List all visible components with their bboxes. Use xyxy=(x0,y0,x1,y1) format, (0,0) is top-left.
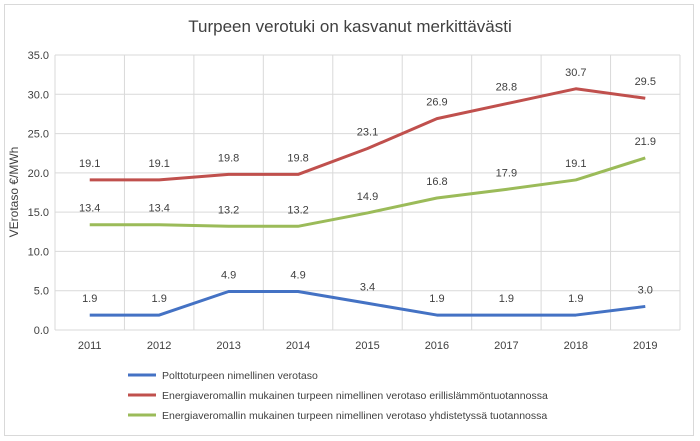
y-tick-label: 5.0 xyxy=(34,286,49,298)
data-label: 28.8 xyxy=(496,82,517,94)
x-tick-label: 2017 xyxy=(494,340,518,352)
chart-frame xyxy=(4,4,694,436)
y-tick-label: 20.0 xyxy=(28,168,49,180)
legend: Polttoturpeen nimellinen verotaso Energia… xyxy=(128,370,548,422)
data-label: 1.9 xyxy=(568,293,583,305)
x-tick-label: 2014 xyxy=(286,340,310,352)
data-label: 30.7 xyxy=(565,67,586,79)
data-label: 1.9 xyxy=(82,293,97,305)
data-label: 14.9 xyxy=(357,191,378,203)
legend-label-1: Polttoturpeen nimellinen verotaso xyxy=(162,370,318,382)
x-tick-label: 2013 xyxy=(216,340,240,352)
data-label: 13.4 xyxy=(79,203,100,215)
x-tick-label: 2011 xyxy=(78,340,102,352)
data-label: 13.4 xyxy=(148,203,169,215)
y-tick-label: 30.0 xyxy=(28,89,49,101)
data-label: 23.1 xyxy=(357,127,378,139)
y-tick-label: 35.0 xyxy=(28,50,49,62)
data-label: 26.9 xyxy=(426,97,447,109)
y-tick-label: 10.0 xyxy=(28,246,49,258)
data-label: 3.4 xyxy=(360,281,375,293)
series-line-2 xyxy=(89,87,646,182)
data-label: 13.2 xyxy=(218,204,239,216)
y-tick-label: 25.0 xyxy=(28,129,49,141)
x-tick-label: 2019 xyxy=(633,340,657,352)
y-axis-ticks: 0.0 5.0 10.0 15.0 20.0 25.0 30.0 35.0 xyxy=(28,50,49,337)
data-label: 1.9 xyxy=(152,293,167,305)
data-label: 19.1 xyxy=(148,158,169,170)
x-axis-ticks: 2011 2012 2013 2014 2015 2016 2017 2018 2019 xyxy=(78,340,658,352)
data-label: 4.9 xyxy=(221,270,236,282)
data-label: 4.9 xyxy=(290,270,305,282)
data-label: 19.8 xyxy=(287,152,308,164)
y-tick-label: 15.0 xyxy=(28,207,49,219)
x-tick-label: 2016 xyxy=(425,340,449,352)
data-label: 3.0 xyxy=(638,284,653,296)
y-tick-label: 0.0 xyxy=(34,325,49,337)
data-label: 19.8 xyxy=(218,152,239,164)
x-tick-label: 2018 xyxy=(564,340,588,352)
data-label: 1.9 xyxy=(429,293,444,305)
legend-label-3: Energiaveromallin mukainen turpeen nimel… xyxy=(162,410,547,422)
data-label: 16.8 xyxy=(426,176,447,188)
chart-title: Turpeen verotuki on kasvanut merkittäväs… xyxy=(188,17,511,36)
series-line-3 xyxy=(89,156,646,228)
y-axis-label: VErotaso €/MWh xyxy=(7,147,21,238)
x-tick-label: 2015 xyxy=(355,340,379,352)
data-label: 29.5 xyxy=(635,76,656,88)
data-labels: 1.9 1.9 4.9 4.9 3.4 1.9 1.9 1.9 3.0 19.1 19.1 19.8 1… xyxy=(79,67,656,305)
data-label: 17.9 xyxy=(496,167,517,179)
data-label: 19.1 xyxy=(79,158,100,170)
data-label: 21.9 xyxy=(635,136,656,148)
series-lines xyxy=(89,87,646,317)
grid-lines xyxy=(54,54,681,331)
data-label: 1.9 xyxy=(499,293,514,305)
data-label: 19.1 xyxy=(565,158,586,170)
legend-label-2: Energiaveromallin mukainen turpeen nimel… xyxy=(162,390,548,402)
data-label: 13.2 xyxy=(287,204,308,216)
x-tick-label: 2012 xyxy=(147,340,171,352)
series-line-1 xyxy=(89,290,646,317)
